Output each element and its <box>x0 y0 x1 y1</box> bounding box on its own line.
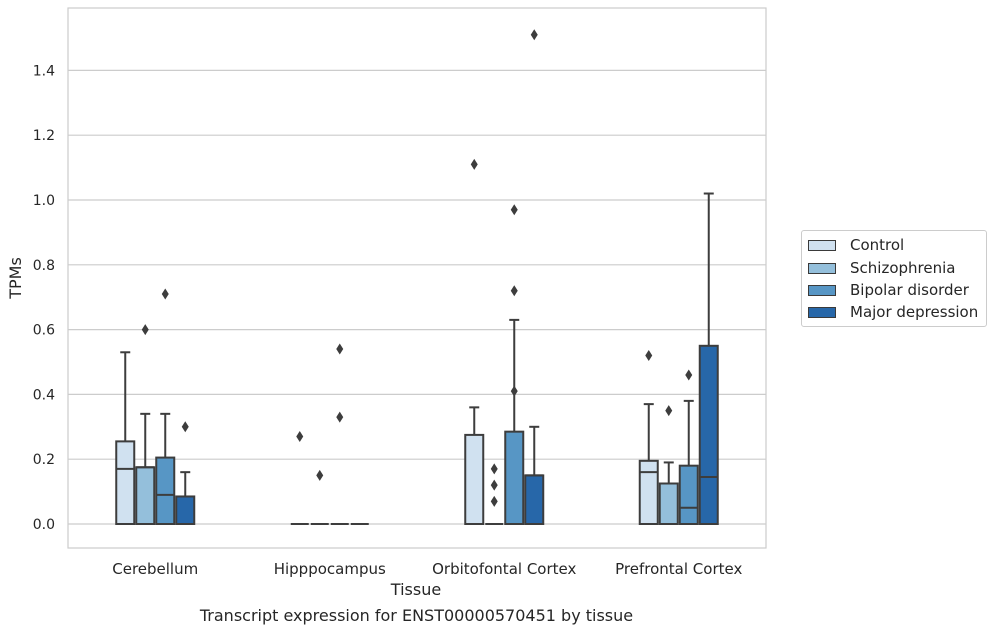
box <box>135 466 156 525</box>
y-tick-label: 0.8 <box>33 258 55 274</box>
box-group <box>135 324 156 525</box>
box-series <box>115 29 719 526</box>
outlier-point <box>490 463 498 475</box>
box-group <box>504 204 525 525</box>
y-tick-label: 0.2 <box>33 452 55 468</box>
box-group <box>698 192 719 525</box>
legend-swatch-bipolar-disorder <box>808 284 836 296</box>
y-tick-label: 1.0 <box>33 193 55 209</box>
box-group <box>638 350 659 526</box>
box-group <box>115 351 136 526</box>
outlier-point <box>470 158 478 170</box>
x-tick-label: Cerebellum <box>112 560 198 578</box>
x-tick-labels: Cerebellum Hipppocampus Orbitofontal Corte… <box>112 560 742 578</box>
outlier-point <box>510 285 518 297</box>
box-group <box>310 469 329 525</box>
legend-label-major-depression: Major depression <box>850 303 979 321</box>
outlier-point <box>490 479 498 491</box>
legend-swatch-major-depression <box>808 306 836 318</box>
legend-swatch-control <box>808 239 836 251</box>
y-tick-label: 1.2 <box>33 128 55 144</box>
legend-item-bipolar-disorder: Bipolar disorder <box>808 280 969 300</box>
y-tick-label: 0.6 <box>33 323 55 339</box>
y-tick-labels: 0.0 0.2 0.4 0.6 0.8 1.0 1.2 1.4 <box>33 63 55 533</box>
box-group <box>330 343 349 525</box>
box <box>524 474 545 525</box>
outlier-point <box>665 405 673 417</box>
outlier-point <box>645 350 653 362</box>
outlier-point <box>530 29 538 41</box>
y-tick-label: 1.4 <box>33 63 55 79</box>
outlier-point <box>510 385 518 397</box>
x-axis-label: Tissue <box>390 580 441 599</box>
box <box>155 456 176 525</box>
box-group <box>290 431 309 525</box>
y-tick-label: 0.4 <box>33 387 55 403</box>
outlier-point <box>336 343 344 355</box>
outlier-point <box>490 495 498 507</box>
y-tick-label: 0.0 <box>33 517 55 533</box>
outlier-point <box>296 431 304 443</box>
x-tick-label: Hipppocampus <box>274 560 386 578</box>
outlier-point <box>181 421 189 433</box>
outlier-point <box>336 411 344 423</box>
outlier-point <box>316 469 324 481</box>
legend-item-major-depression: Major depression <box>808 302 978 322</box>
box <box>464 433 485 525</box>
y-axis-label: TPMs <box>6 257 25 300</box>
box <box>638 459 659 526</box>
outlier-point <box>161 288 169 300</box>
box <box>175 495 196 525</box>
box-group <box>678 369 699 525</box>
legend-item-schizophrenia: Schizophrenia <box>808 258 955 278</box>
legend: Control Schizophrenia Bipolar disorder M… <box>801 230 987 327</box>
box-group <box>464 158 485 525</box>
box-group <box>485 463 504 525</box>
legend-swatch-schizophrenia <box>808 262 836 274</box>
box <box>698 344 719 525</box>
box <box>115 440 136 526</box>
box <box>504 430 525 525</box>
box-group <box>155 288 176 525</box>
x-tick-label: Orbitofontal Cortex <box>432 560 576 578</box>
legend-label-schizophrenia: Schizophrenia <box>850 259 956 277</box>
box <box>658 482 679 525</box>
box-group <box>175 421 196 525</box>
x-tick-label: Prefrontal Cortex <box>615 560 742 578</box>
box <box>678 464 699 525</box>
outlier-point <box>141 324 149 336</box>
outlier-point <box>685 369 693 381</box>
box-group <box>524 29 545 525</box>
box-group <box>658 405 679 525</box>
chart-caption: Transcript expression for ENST0000057045… <box>199 606 634 625</box>
legend-item-control: Control <box>808 235 904 255</box>
outlier-point <box>510 204 518 216</box>
legend-label-bipolar-disorder: Bipolar disorder <box>850 281 969 299</box>
legend-label-control: Control <box>850 236 905 254</box>
